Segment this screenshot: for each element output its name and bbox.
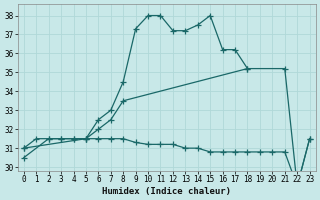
X-axis label: Humidex (Indice chaleur): Humidex (Indice chaleur) [102,187,231,196]
